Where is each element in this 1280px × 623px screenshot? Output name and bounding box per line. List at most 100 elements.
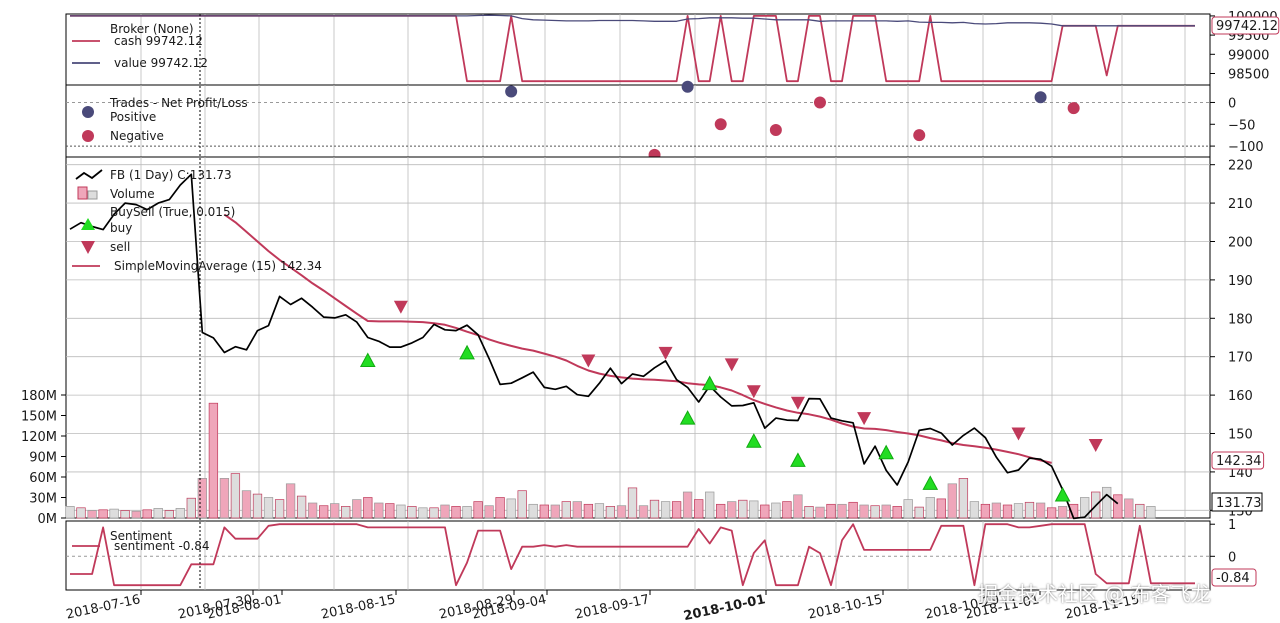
sell-marker bbox=[1011, 427, 1026, 441]
volume-bar bbox=[539, 504, 549, 519]
volume-bar bbox=[561, 501, 571, 519]
volume-bar bbox=[186, 497, 196, 519]
legend-buy-label: buy bbox=[110, 221, 132, 235]
volume-bar bbox=[572, 501, 582, 519]
trades-y-tick-label: −100 bbox=[1228, 140, 1264, 155]
volume-bar bbox=[969, 501, 980, 519]
volume-bar bbox=[627, 487, 638, 519]
price-y-tick-label: 170 bbox=[1228, 351, 1253, 366]
legend-sma-label: SimpleMovingAverage (15) 142.34 bbox=[114, 259, 322, 273]
volume-bar bbox=[219, 478, 230, 519]
sentiment-legend-label: sentiment -0.84 bbox=[114, 539, 210, 553]
volume-bar bbox=[1024, 501, 1035, 519]
volume-bar bbox=[307, 502, 318, 519]
volume-bar bbox=[903, 499, 913, 519]
trade-point-positive bbox=[1034, 91, 1047, 104]
volume-tick-label: 0M bbox=[38, 512, 58, 527]
price-sma-last-value-box bbox=[1211, 451, 1265, 470]
volume-bar bbox=[87, 510, 97, 519]
volume-bar bbox=[638, 505, 649, 519]
legend-close-swatch bbox=[75, 169, 103, 180]
sell-marker bbox=[724, 358, 739, 372]
buy-marker bbox=[459, 344, 475, 360]
trade-point-negative bbox=[714, 118, 727, 131]
legend-buysell-label: BuySell (True, 0.015) bbox=[110, 205, 235, 219]
buy-marker bbox=[878, 444, 894, 460]
volume-bar bbox=[616, 505, 627, 519]
sentiment-y-tick-label: 1 bbox=[1228, 518, 1236, 533]
volume-bar bbox=[440, 504, 450, 519]
volume-bar bbox=[936, 498, 946, 519]
price-close-last-text: 131.73 bbox=[1216, 496, 1262, 511]
volume-bar bbox=[881, 504, 891, 519]
volume-bar bbox=[1124, 498, 1134, 519]
volume-tick-label: 150M bbox=[21, 410, 57, 425]
sell-marker bbox=[581, 354, 596, 368]
volume-bar bbox=[208, 402, 219, 519]
volume-bar bbox=[484, 505, 494, 519]
volume-bar bbox=[804, 506, 814, 519]
trades-legend-title: Trades - Net Profit/Loss bbox=[109, 96, 248, 110]
sma-line bbox=[223, 213, 1052, 464]
price-y-tick-label: 140 bbox=[1228, 466, 1253, 481]
volume-bar bbox=[252, 493, 263, 519]
sentiment-last-value-text: -0.84 bbox=[1216, 571, 1250, 586]
price-y-tick-label: 180 bbox=[1228, 312, 1253, 327]
volume-bar bbox=[296, 495, 307, 519]
trade-point-negative bbox=[769, 123, 782, 136]
volume-bar bbox=[330, 503, 340, 519]
volume-bar bbox=[848, 501, 858, 519]
buy-marker bbox=[745, 433, 762, 448]
broker-y-tick-label: 98500 bbox=[1228, 67, 1269, 82]
sell-marker bbox=[393, 300, 408, 314]
volume-bar bbox=[991, 502, 1002, 519]
broker-last-value-box bbox=[1211, 16, 1280, 35]
volume-bar bbox=[451, 506, 461, 519]
volume-bar bbox=[782, 501, 792, 519]
volume-bar bbox=[230, 473, 241, 519]
price-panel-frame bbox=[65, 156, 1211, 519]
trades-legend-positive-swatch bbox=[82, 106, 94, 118]
volume-bar bbox=[241, 490, 252, 519]
volume-bar bbox=[319, 505, 329, 519]
volume-bar bbox=[925, 497, 935, 519]
buy-marker bbox=[790, 452, 806, 467]
volume-bar bbox=[671, 501, 682, 519]
volume-bar bbox=[649, 499, 660, 519]
volume-bar bbox=[396, 504, 406, 519]
volume-bar bbox=[947, 483, 957, 519]
volume-bar bbox=[418, 507, 428, 519]
volume-bar bbox=[749, 500, 759, 519]
volume-bar bbox=[716, 503, 726, 519]
legend-volume-swatch-a bbox=[77, 186, 88, 200]
volume-bar bbox=[793, 494, 803, 519]
volume-bar bbox=[738, 499, 748, 519]
trade-point-positive bbox=[681, 80, 694, 93]
price-y-tick-label: 190 bbox=[1228, 274, 1253, 289]
sentiment-line bbox=[70, 523, 1195, 587]
volume-bar bbox=[473, 501, 483, 519]
volume-bar bbox=[980, 503, 991, 519]
buy-marker bbox=[679, 410, 696, 425]
broker-y-tick-label: 99000 bbox=[1228, 48, 1269, 63]
trade-point-positive bbox=[505, 85, 518, 98]
watermark-text: 掘金技术社区 @ 布客飞龙 bbox=[978, 582, 1211, 606]
volume-bar bbox=[1046, 507, 1057, 519]
volume-tick-label: 60M bbox=[29, 471, 57, 486]
trade-point-negative bbox=[1067, 102, 1080, 115]
x-tick-label: 2018-10-15 bbox=[807, 592, 884, 622]
x-tick-label: 2018-09-17 bbox=[574, 592, 651, 622]
legend-volume-swatch-b bbox=[87, 190, 98, 200]
volume-bar bbox=[429, 507, 439, 519]
volume-bar bbox=[495, 497, 505, 519]
volume-tick-label: 180M bbox=[21, 389, 57, 404]
volume-bar bbox=[837, 503, 847, 519]
volume-bar bbox=[958, 478, 969, 519]
volume-bar bbox=[65, 506, 75, 519]
broker-legend-value-label: value 99742.12 bbox=[114, 56, 208, 70]
price-y-tick-label: 160 bbox=[1228, 389, 1253, 404]
volume-bar bbox=[1013, 503, 1024, 519]
volume-bar bbox=[1113, 494, 1123, 519]
volume-bar bbox=[1146, 506, 1156, 519]
